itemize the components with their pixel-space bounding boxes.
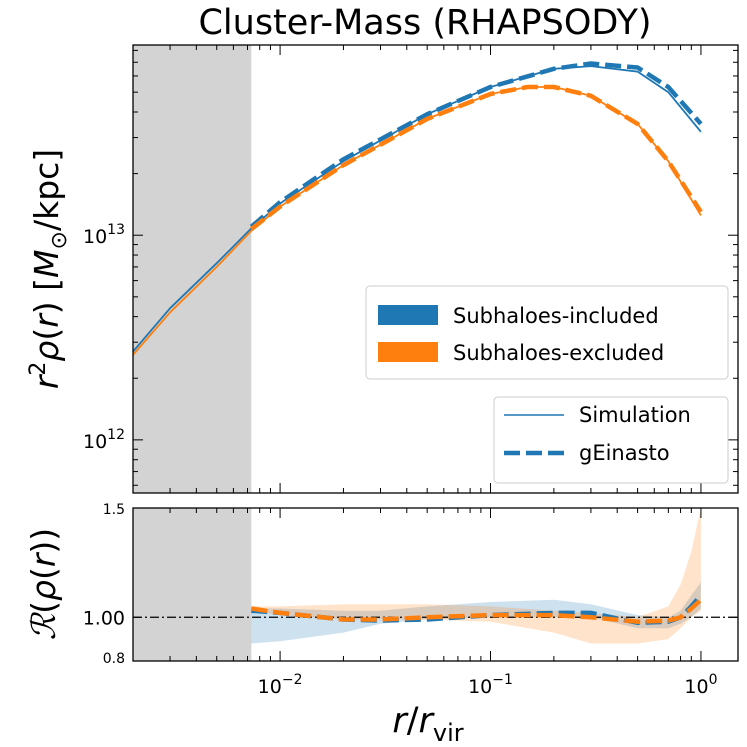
ratio-y-tick-label: 1.5 (103, 502, 125, 518)
main-shaded-region (133, 45, 252, 493)
series-included-geinasto (249, 61, 703, 229)
ratio-shaded-region (133, 508, 252, 661)
legend-swatch-included (378, 305, 438, 325)
legend-label-excluded: Subhaloes-excluded (453, 341, 664, 365)
ratio-band-excluded (251, 508, 701, 644)
legend-label-simulation: Simulation (579, 403, 691, 427)
main-series-group (132, 61, 703, 356)
ratio-x-ticks: 10−2 10−1 100 (132, 508, 717, 698)
ratio-series-group (250, 593, 703, 626)
ratio-band-included (251, 582, 701, 644)
x-tick-label: 100 (684, 672, 717, 698)
ratio-y-tick-label: 1.00 (83, 607, 125, 629)
legend-swatch-excluded (378, 342, 438, 362)
legend-label-geinasto: gEinasto (579, 441, 670, 465)
y-tick-label: 1013 (83, 222, 125, 248)
ratio-panel: 0.8 1.00 1.5 10−2 10−1 100 ℛ(ρ(r)) r/rvir (24, 502, 739, 747)
legend-colors-box (365, 285, 729, 380)
ratio-line-excluded (250, 598, 703, 624)
legend-label-included: Subhaloes-included (453, 304, 659, 328)
legend-colors: Subhaloes-included Subhaloes-excluded (365, 285, 729, 380)
main-x-ticks (132, 45, 702, 493)
legend-styles-box (493, 396, 729, 484)
legend-styles: Simulation gEinasto (493, 396, 729, 484)
x-axis-label: r/rvir (392, 701, 463, 747)
main-plot-frame (132, 44, 739, 494)
ratio-plot-frame (132, 507, 739, 662)
main-y-axis-label: r2ρ(r) [M⊙/kpc] (26, 149, 72, 389)
ratio-y-tick-label: 0.8 (103, 651, 125, 667)
ratio-y-axis-label: ℛ(ρ(r)) (24, 528, 63, 640)
main-panel: 1012 1013 Subhaloes-included Subhaloes-ex… (26, 44, 739, 494)
y-tick-label: 1012 (83, 427, 125, 453)
series-excluded-geinasto (249, 84, 703, 231)
chart-title: Cluster-Mass (RHAPSODY) (198, 3, 651, 43)
x-tick-label: 10−1 (468, 672, 513, 698)
main-y-ticks: 1012 1013 (83, 49, 738, 486)
ratio-bands-group (251, 508, 701, 644)
x-tick-label: 10−2 (258, 672, 303, 698)
